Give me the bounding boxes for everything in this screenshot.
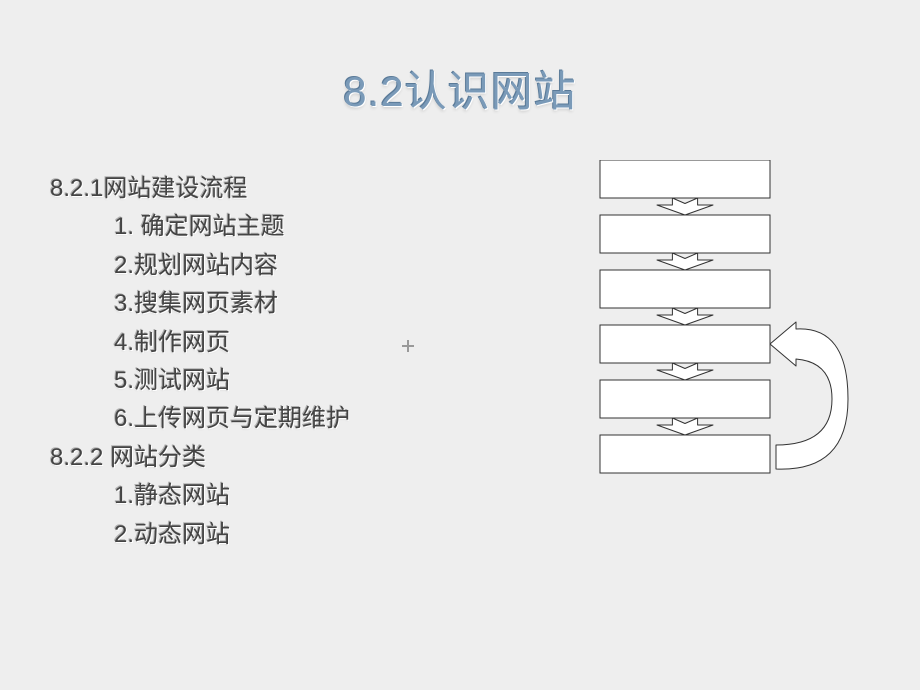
list-item: 5.测试网站 — [114, 362, 350, 400]
outline-text: 8.2.1网站建设流程 1. 确定网站主题 2.规划网站内容 3.搜集网页素材 … — [50, 170, 350, 554]
section-heading: 8.2.2 网站分类 — [50, 439, 350, 477]
page-marker-icon — [402, 340, 416, 354]
list-item: 4.制作网页 — [114, 324, 350, 362]
list-item: 3.搜集网页素材 — [114, 285, 350, 323]
page-title: 8.2认识网站 — [0, 58, 920, 119]
section-heading: 8.2.1网站建设流程 — [50, 170, 350, 208]
list-item: 2.动态网站 — [114, 516, 350, 554]
list-item: 1. 确定网站主题 — [114, 208, 350, 246]
list-item: 6.上传网页与定期维护 — [114, 400, 350, 438]
list-item: 1.静态网站 — [114, 477, 350, 515]
list-item: 2.规划网站内容 — [114, 247, 350, 285]
process-flowchart — [590, 160, 890, 520]
